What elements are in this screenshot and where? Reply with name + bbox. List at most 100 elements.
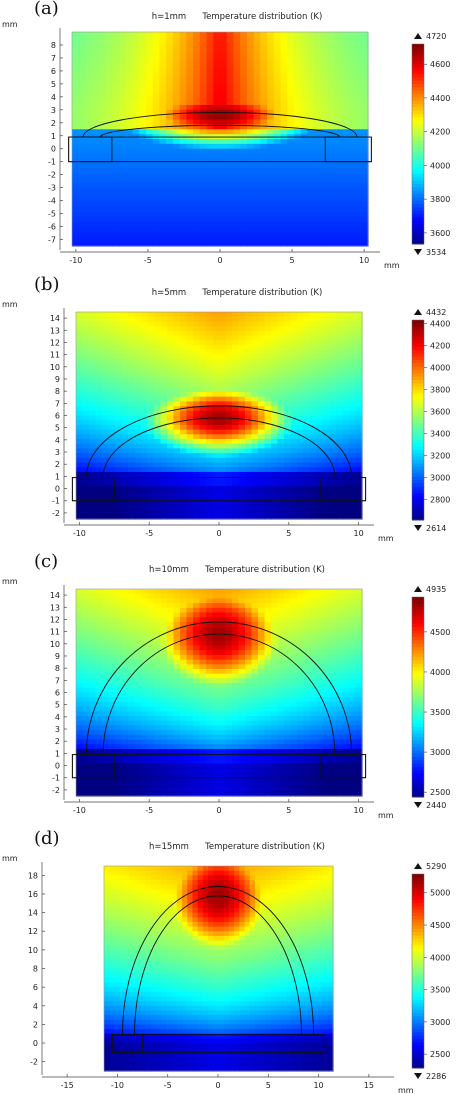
heatmap-cell bbox=[167, 504, 175, 511]
heatmap-cell bbox=[206, 139, 214, 145]
heatmap-cell bbox=[125, 143, 134, 150]
heatmap-cell bbox=[303, 467, 311, 473]
heatmap-cell bbox=[159, 143, 167, 150]
heatmap-cell bbox=[193, 236, 201, 242]
heatmap-cell bbox=[277, 415, 285, 421]
heatmap-cell bbox=[95, 781, 103, 788]
heatmap-cell bbox=[310, 349, 318, 355]
heatmap-cell bbox=[323, 486, 331, 492]
heatmap-cell bbox=[134, 429, 142, 435]
heatmap-cell bbox=[267, 46, 275, 53]
heatmap-cell bbox=[280, 241, 288, 247]
heatmap-cell bbox=[307, 216, 315, 223]
heatmap-cell bbox=[240, 153, 248, 160]
heatmap-cell bbox=[336, 321, 344, 327]
heatmap-cell bbox=[173, 495, 181, 501]
heatmap-cell bbox=[141, 777, 149, 783]
heatmap-cell bbox=[159, 211, 167, 218]
heatmap-cell bbox=[349, 471, 357, 478]
heatmap-cell bbox=[173, 772, 181, 778]
heatmap-cell bbox=[327, 61, 335, 67]
heatmap-cell bbox=[316, 326, 324, 332]
heatmap-cell bbox=[154, 391, 162, 398]
heatmap-cell bbox=[160, 391, 168, 398]
colorbar-step bbox=[412, 104, 424, 108]
heatmap-cell bbox=[147, 443, 155, 450]
heatmap-cell bbox=[327, 90, 335, 96]
heatmap-cell bbox=[154, 340, 162, 346]
heatmap-cell bbox=[172, 46, 181, 53]
heatmap-cell bbox=[260, 192, 268, 198]
heatmap-cell bbox=[147, 673, 155, 679]
heatmap-cell bbox=[89, 763, 97, 769]
heatmap-cell bbox=[180, 340, 188, 346]
heatmap-cell bbox=[147, 744, 155, 750]
heatmap-cell bbox=[253, 158, 261, 164]
heatmap-cell bbox=[193, 66, 201, 72]
heatmap-cell bbox=[226, 46, 235, 53]
heatmap-cell bbox=[186, 500, 194, 506]
heatmap-cell bbox=[78, 66, 87, 72]
heatmap-cell bbox=[115, 589, 123, 595]
heatmap-cell bbox=[141, 335, 149, 341]
heatmap-cell bbox=[128, 673, 136, 679]
colorbar-step bbox=[412, 187, 424, 192]
heatmap-cell bbox=[240, 100, 248, 106]
heatmap-cell bbox=[154, 396, 162, 402]
heatmap-cell bbox=[199, 514, 207, 520]
heatmap-cell bbox=[173, 640, 181, 647]
heatmap-cell bbox=[186, 153, 194, 160]
heatmap-cell bbox=[212, 509, 220, 515]
heatmap-cell bbox=[316, 443, 324, 450]
heatmap-cell bbox=[329, 486, 337, 492]
heatmap-cell bbox=[232, 443, 240, 450]
heatmap-cell bbox=[89, 767, 97, 774]
heatmap-cell bbox=[253, 51, 261, 57]
heatmap-cell bbox=[284, 420, 292, 426]
heatmap-cell bbox=[316, 500, 324, 506]
heatmap-cell bbox=[78, 129, 87, 135]
colorbar-step bbox=[412, 147, 424, 152]
heatmap-cell bbox=[314, 207, 322, 213]
heatmap-cell bbox=[271, 377, 279, 384]
heatmap-cell bbox=[186, 448, 194, 454]
heatmap-cell bbox=[240, 187, 248, 194]
heatmap-cell bbox=[186, 46, 194, 53]
heatmap-cell bbox=[280, 104, 288, 111]
heatmap-cell bbox=[128, 373, 136, 379]
heatmap-cell bbox=[290, 330, 298, 337]
heatmap-cell bbox=[141, 636, 149, 642]
heatmap-cell bbox=[141, 359, 149, 365]
heatmap-cell bbox=[108, 504, 116, 511]
heatmap-cell bbox=[173, 673, 181, 679]
heatmap-cell bbox=[121, 706, 129, 712]
heatmap-cell bbox=[284, 476, 292, 482]
heatmap-cell bbox=[199, 443, 207, 450]
heatmap-cell bbox=[336, 514, 344, 520]
heatmap-cell bbox=[294, 173, 302, 179]
heatmap-cell bbox=[294, 153, 302, 160]
heatmap-cell bbox=[173, 716, 181, 722]
heatmap-cell bbox=[141, 678, 149, 684]
heatmap-cell bbox=[329, 349, 337, 355]
heatmap-cell bbox=[102, 495, 110, 501]
heatmap-cell bbox=[251, 415, 259, 421]
heatmap-cell bbox=[173, 767, 181, 774]
heatmap-cell bbox=[139, 119, 147, 126]
heatmap-cell bbox=[186, 216, 194, 223]
heatmap-cell bbox=[78, 173, 87, 179]
heatmap-cell bbox=[193, 344, 201, 351]
heatmap-cell bbox=[225, 424, 233, 431]
heatmap-cell bbox=[284, 382, 292, 388]
heatmap-cell bbox=[277, 486, 285, 492]
heatmap-cell bbox=[98, 182, 107, 189]
heatmap-cell bbox=[273, 109, 282, 116]
heatmap-cell bbox=[300, 182, 309, 189]
heatmap-cell bbox=[206, 177, 214, 184]
heatmap-cell bbox=[226, 32, 235, 38]
heatmap-cell bbox=[258, 340, 266, 346]
heatmap-cell bbox=[349, 377, 357, 384]
heatmap-cell bbox=[76, 640, 84, 647]
heatmap-cell bbox=[128, 683, 136, 689]
heatmap-cell bbox=[139, 104, 147, 111]
